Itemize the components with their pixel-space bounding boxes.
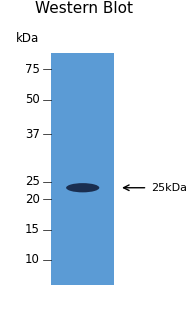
Bar xyxy=(51,53,114,285)
Text: Western Blot: Western Blot xyxy=(35,1,133,16)
Text: 50: 50 xyxy=(25,93,40,106)
Text: 75: 75 xyxy=(25,63,40,76)
Text: 25: 25 xyxy=(25,176,40,188)
Text: 15: 15 xyxy=(25,223,40,236)
Text: 10: 10 xyxy=(25,253,40,266)
Text: 25kDa: 25kDa xyxy=(151,183,187,193)
Ellipse shape xyxy=(66,183,99,193)
Text: 20: 20 xyxy=(25,193,40,206)
Text: kDa: kDa xyxy=(16,32,40,45)
Text: 37: 37 xyxy=(25,128,40,141)
